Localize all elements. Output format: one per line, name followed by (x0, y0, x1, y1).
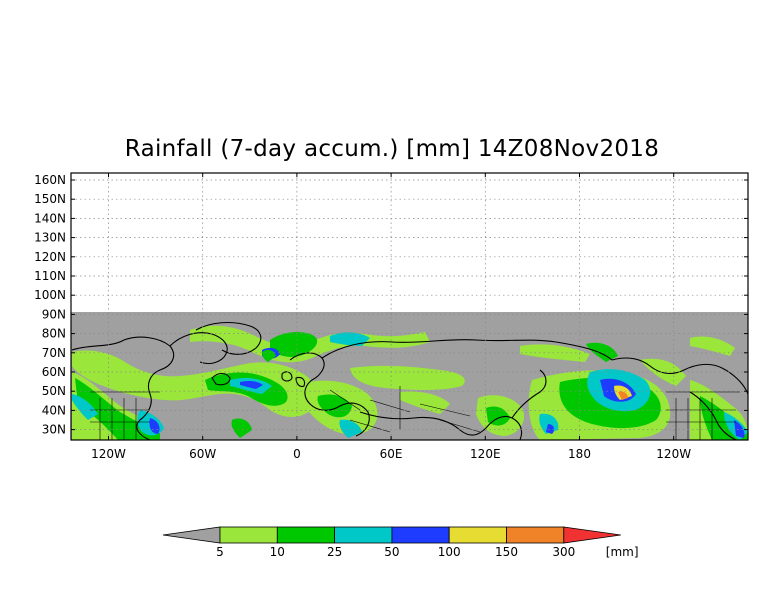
lat-label: 50N (42, 384, 66, 398)
lon-label: 120W (656, 447, 691, 461)
lat-label: 120N (34, 250, 66, 264)
lat-label: 100N (34, 288, 66, 302)
colorbar-bin (506, 526, 565, 544)
lat-label: 150N (34, 192, 66, 206)
colorbar-level-label: 5 (216, 545, 224, 559)
colorbar-min-triangle (162, 526, 221, 544)
colorbar-bin (391, 526, 450, 544)
colorbar: 5 10 25 50 100 150 300 [mm] (162, 526, 639, 559)
lat-label: 70N (42, 346, 66, 360)
lat-label: 30N (42, 423, 66, 437)
colorbar-bin (334, 526, 393, 544)
colorbar-max-triangle (563, 526, 621, 544)
colorbar-level-label: 150 (495, 545, 518, 559)
colorbar-bin (276, 526, 335, 544)
lat-label: 40N (42, 403, 66, 417)
colorbar-level-label: 25 (327, 545, 342, 559)
lon-label: 60E (380, 447, 403, 461)
lat-label: 90N (42, 307, 66, 321)
grid-lines (71, 173, 748, 440)
latitude-axis: 160N 150N 140N 130N 120N 110N 100N 90N 80N 70N 60N… (34, 173, 748, 437)
lat-label: 110N (34, 269, 66, 283)
colorbar-level-label: 10 (270, 545, 285, 559)
colorbar-bin (219, 526, 278, 544)
lon-label: 180 (568, 447, 591, 461)
longitude-axis: 120W 60W 0 60E 120E 180 120W (91, 173, 691, 461)
lon-label: 0 (293, 447, 301, 461)
borders (90, 386, 740, 440)
map-title: Rainfall (7-day accum.) [mm] 14Z08Nov201… (124, 136, 660, 162)
colorbar-unit-label: [mm] (606, 545, 639, 559)
lat-label: 130N (34, 231, 66, 245)
colorbar-level-label: 50 (384, 545, 399, 559)
lat-label: 60N (42, 365, 66, 379)
colorbar-bin (448, 526, 507, 544)
lon-label: 120E (470, 447, 501, 461)
colorbar-level-label: 100 (438, 545, 461, 559)
plot-frame (70, 172, 749, 441)
lat-label: 80N (42, 327, 66, 341)
colorbar-level-label: 300 (552, 545, 575, 559)
lat-label: 160N (34, 173, 66, 187)
lon-label: 120W (91, 447, 126, 461)
lat-label: 140N (34, 211, 66, 225)
lon-label: 60W (189, 447, 216, 461)
coastlines (71, 321, 748, 440)
